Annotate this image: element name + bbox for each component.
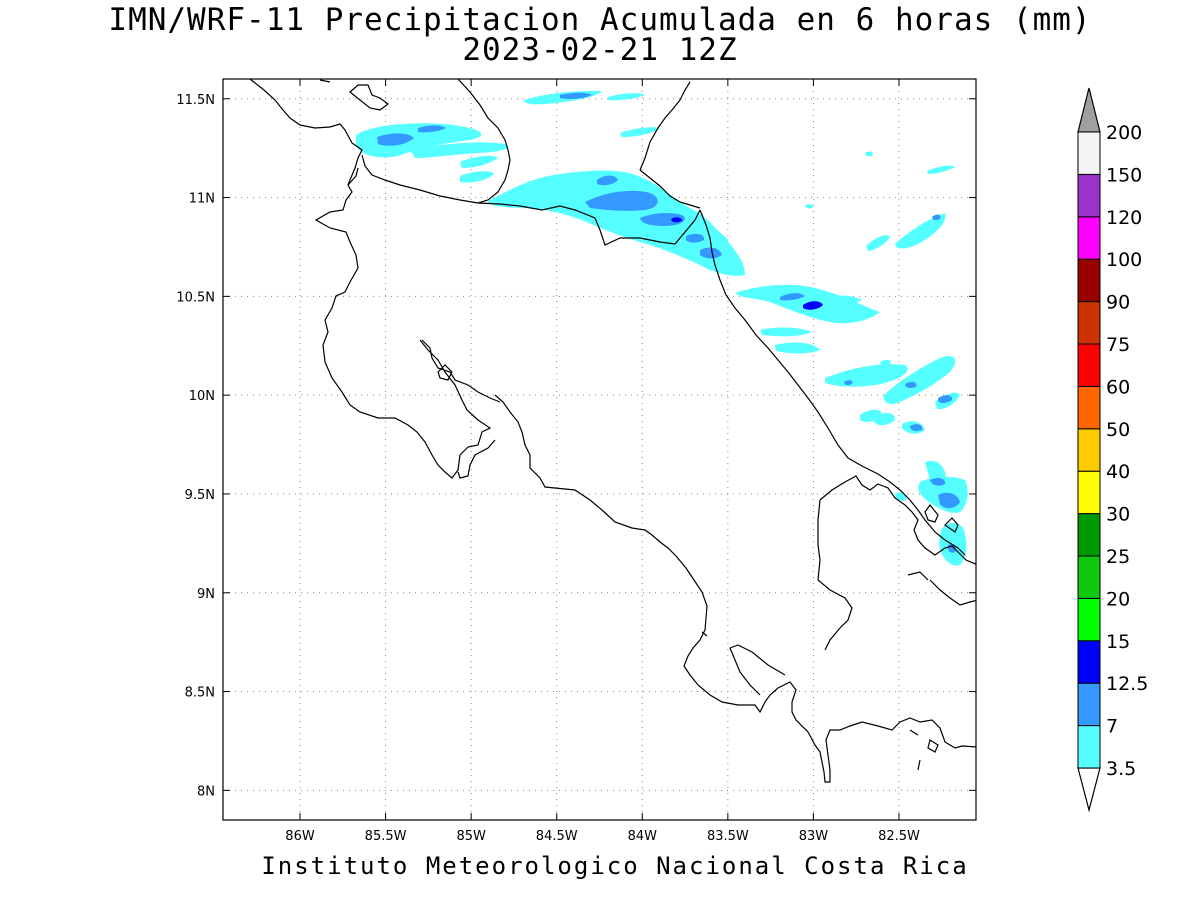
colorbar-level-label: 12.5 [1106, 673, 1148, 695]
colorbar-level-label: 15 [1106, 631, 1130, 653]
lon-tick-label: 83W [799, 829, 829, 844]
colorbar: 3.5 7 12.5 15 20 25 30 40 50 60 75 90 100 120 150 200 [1077, 87, 1148, 813]
colorbar-swatch [1077, 385, 1101, 430]
colorbar-level-label: 25 [1106, 546, 1130, 568]
lat-tick-label: 10.5N [176, 290, 215, 305]
colorbar-swatch [1077, 428, 1101, 472]
colorbar-level-label: 30 [1106, 504, 1130, 526]
institution-footer: Instituto Meteorologico Nacional Costa R… [261, 852, 969, 880]
precipitation-layer [356, 90, 968, 566]
lon-tick-label: 83.5W [707, 829, 749, 844]
colorbar-level-label: 200 [1106, 122, 1142, 144]
lat-tick-label: 9N [197, 587, 215, 602]
lat-tick-label: 8.5N [185, 686, 215, 701]
axis-ticks: 11.5N 11N 10.5N 10N 9.5N 9N 8.5N 8N 86W 85.5W 85W 8… [176, 79, 976, 844]
precip-12.5mm-areas [671, 217, 823, 310]
lat-tick-label: 11.5N [176, 93, 215, 108]
colorbar-swatch [1077, 216, 1101, 260]
colorbar-swatch [1077, 513, 1101, 557]
colorbar-swatch [1077, 258, 1101, 303]
lon-tick-label: 85.5W [365, 829, 407, 844]
colorbar-level-label: 120 [1106, 207, 1142, 229]
colorbar-level-label: 7 [1106, 716, 1118, 738]
colorbar-level-label: 20 [1106, 588, 1130, 610]
colorbar-swatch [1077, 640, 1101, 684]
colorbar-level-label: 150 [1106, 164, 1142, 186]
colorbar-swatch [1077, 470, 1101, 515]
lat-tick-label: 8N [197, 784, 215, 799]
colorbar-level-label: 40 [1106, 461, 1130, 483]
lat-tick-label: 9.5N [185, 488, 215, 503]
colorbar-swatch [1077, 597, 1101, 642]
map-title: IMN/WRF-11 Precipitacion Acumulada en 6 … [108, 2, 1092, 38]
colorbar-swatch [1077, 301, 1101, 345]
colorbar-swatch [1077, 555, 1101, 599]
colorbar-level-label: 3.5 [1106, 758, 1136, 780]
colorbar-level-label: 90 [1106, 292, 1130, 314]
precip-7mm-areas [377, 92, 960, 553]
colorbar-swatch [1077, 173, 1101, 218]
colorbar-level-label: 60 [1106, 376, 1130, 398]
colorbar-swatch [1077, 725, 1101, 769]
colorbar-swatch [1077, 131, 1101, 175]
coastline-and-borders [249, 79, 976, 783]
colorbar-level-label: 75 [1106, 334, 1130, 356]
lon-tick-label: 85W [456, 829, 486, 844]
colorbar-below-arrow [1077, 767, 1101, 813]
lat-tick-label: 11N [189, 192, 215, 207]
lon-tick-label: 84.5W [536, 829, 578, 844]
map-subtitle-datetime: 2023-02-21 12Z [462, 32, 738, 68]
lon-tick-label: 86W [285, 829, 315, 844]
lat-tick-label: 10N [189, 389, 215, 404]
lon-tick-label: 82.5W [878, 829, 920, 844]
lon-tick-label: 84W [628, 829, 658, 844]
colorbar-swatch [1077, 682, 1101, 727]
colorbar-level-label: 100 [1106, 249, 1142, 271]
colorbar-swatch [1077, 343, 1101, 387]
colorbar-above-arrow [1077, 87, 1101, 133]
map-frame [222, 78, 977, 821]
colorbar-level-label: 50 [1106, 419, 1130, 441]
